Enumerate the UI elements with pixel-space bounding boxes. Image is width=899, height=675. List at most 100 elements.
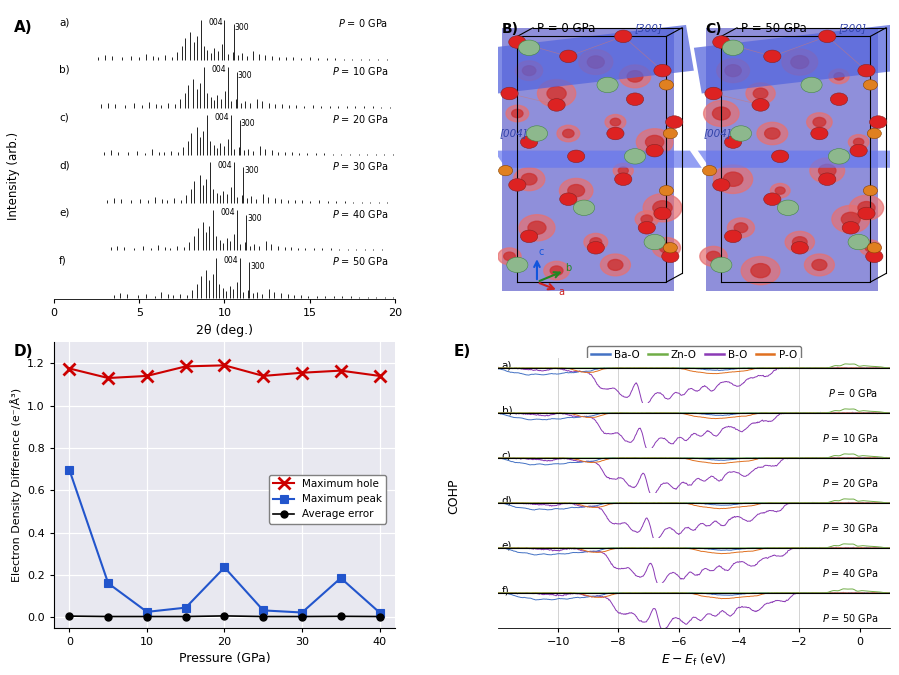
Text: P = 50 GPa: P = 50 GPa: [741, 22, 806, 35]
Circle shape: [858, 64, 875, 77]
X-axis label: Pressure (GPa): Pressure (GPa): [179, 652, 271, 666]
Text: b: b: [565, 263, 572, 273]
Circle shape: [746, 83, 775, 104]
Text: 300: 300: [244, 166, 259, 176]
Average error: [258, 612, 269, 620]
Circle shape: [521, 136, 538, 148]
Circle shape: [645, 136, 663, 148]
Text: 300: 300: [250, 261, 264, 271]
Circle shape: [528, 221, 546, 234]
Circle shape: [868, 128, 881, 138]
Text: 004: 004: [211, 65, 227, 74]
Circle shape: [842, 221, 859, 234]
Circle shape: [869, 116, 887, 128]
Circle shape: [587, 242, 604, 254]
Circle shape: [730, 126, 752, 141]
Text: P = 0 GPa: P = 0 GPa: [537, 22, 595, 35]
Circle shape: [828, 148, 850, 164]
Circle shape: [519, 40, 539, 55]
Text: $P$ = 30 GPa: $P$ = 30 GPa: [822, 522, 878, 534]
Circle shape: [841, 213, 860, 226]
Circle shape: [707, 251, 720, 261]
Maximum hole: [335, 367, 346, 375]
Circle shape: [753, 88, 768, 99]
Circle shape: [641, 215, 653, 223]
Maximum hole: [64, 364, 75, 373]
Circle shape: [512, 109, 523, 117]
Circle shape: [858, 202, 875, 214]
Circle shape: [763, 50, 781, 63]
Circle shape: [550, 266, 563, 275]
Maximum hole: [219, 361, 230, 369]
Circle shape: [865, 244, 876, 252]
Legend: Maximum hole, Maximum peak, Average error: Maximum hole, Maximum peak, Average erro…: [269, 475, 387, 524]
Circle shape: [868, 242, 881, 253]
Circle shape: [819, 164, 836, 177]
Circle shape: [765, 128, 780, 139]
Circle shape: [663, 128, 677, 138]
Circle shape: [509, 36, 526, 49]
Circle shape: [597, 77, 619, 92]
Circle shape: [579, 50, 613, 74]
Circle shape: [513, 168, 545, 190]
Circle shape: [829, 69, 850, 84]
Circle shape: [627, 93, 644, 105]
Average error: [64, 612, 75, 620]
Circle shape: [659, 80, 673, 90]
Average error: [102, 612, 113, 620]
Circle shape: [636, 129, 673, 155]
Average error: [335, 612, 346, 620]
Circle shape: [636, 211, 658, 227]
Circle shape: [628, 71, 643, 82]
Circle shape: [741, 256, 780, 285]
Circle shape: [610, 118, 620, 126]
Text: a): a): [502, 360, 512, 370]
Text: [004]: [004]: [704, 128, 732, 138]
Circle shape: [850, 195, 884, 220]
Circle shape: [584, 234, 608, 250]
Text: c): c): [502, 450, 512, 460]
Circle shape: [859, 240, 881, 256]
Circle shape: [498, 248, 521, 265]
X-axis label: 2θ (deg.): 2θ (deg.): [196, 324, 253, 337]
Text: [004]: [004]: [500, 128, 528, 138]
Text: E): E): [454, 344, 471, 359]
Circle shape: [615, 173, 632, 186]
Circle shape: [605, 115, 626, 130]
Circle shape: [519, 215, 555, 241]
Circle shape: [866, 250, 883, 263]
Text: $P$ = 30 GPa: $P$ = 30 GPa: [332, 160, 388, 172]
Polygon shape: [698, 151, 899, 168]
Circle shape: [770, 184, 790, 198]
Circle shape: [752, 99, 770, 111]
Circle shape: [717, 59, 750, 82]
Circle shape: [501, 87, 518, 100]
Text: C): C): [706, 22, 722, 36]
Circle shape: [568, 184, 584, 196]
Circle shape: [702, 165, 717, 176]
Maximum peak: [297, 608, 307, 616]
Circle shape: [782, 49, 818, 75]
Text: $P$ = 40 GPa: $P$ = 40 GPa: [822, 567, 878, 579]
Circle shape: [771, 150, 788, 163]
Text: f): f): [59, 255, 67, 265]
Circle shape: [853, 138, 864, 146]
Maximum hole: [374, 372, 385, 380]
Text: $P$ = 20 GPa: $P$ = 20 GPa: [332, 113, 388, 125]
Text: a: a: [558, 287, 565, 297]
Circle shape: [659, 242, 673, 253]
Text: $P$ = 0 GPa: $P$ = 0 GPa: [828, 387, 878, 399]
Circle shape: [714, 165, 752, 194]
Circle shape: [711, 257, 732, 273]
Text: $P$ = 40 GPa: $P$ = 40 GPa: [332, 208, 388, 220]
Legend: Ba-O, Zn-O, B-O, P-O: Ba-O, Zn-O, B-O, P-O: [587, 346, 801, 364]
Circle shape: [849, 134, 869, 150]
Circle shape: [705, 87, 722, 100]
Circle shape: [863, 80, 877, 90]
Text: 300: 300: [241, 119, 255, 128]
Circle shape: [654, 207, 672, 220]
Circle shape: [547, 86, 566, 101]
Circle shape: [644, 234, 665, 250]
Circle shape: [646, 144, 663, 157]
Line: Maximum peak: Maximum peak: [66, 466, 384, 617]
